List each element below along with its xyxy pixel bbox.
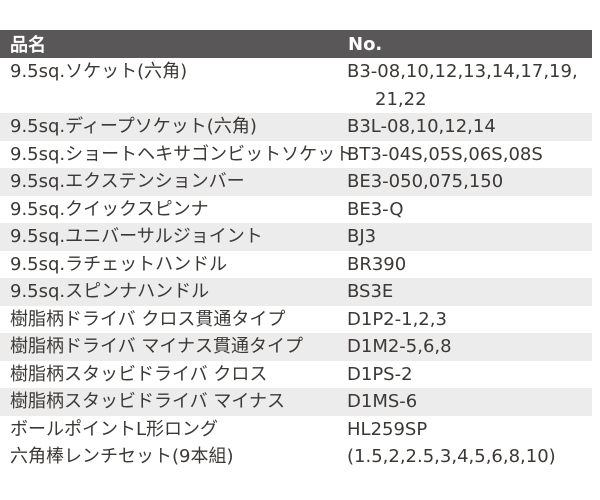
- product-name-cell: 9.5sq.エクステンションバー: [10, 171, 245, 192]
- header-part-no: No.: [348, 33, 383, 55]
- table-row: ボールポイントL形ロング HL259SP: [0, 416, 592, 444]
- product-name-cell: 樹脂柄ドライバ マイナス貫通タイプ: [10, 336, 303, 357]
- product-name-cell: 9.5sq.スピンナハンドル: [10, 281, 210, 302]
- table-row: 9.5sq.ショートヘキサゴンビットソケット BT3-04S,05S,06S,0…: [0, 141, 592, 169]
- product-name-cell: 樹脂柄スタッビドライバ マイナス: [10, 391, 286, 412]
- table-row: 9.5sq.エクステンションバー BE3-050,075,150: [0, 168, 592, 196]
- table-row: 9.5sq.ユニバーサルジョイント BJ3: [0, 223, 592, 251]
- part-no-cell: BE3-050,075,150: [347, 171, 504, 192]
- part-no-cell: B3-08,10,12,13,14,17,19, 21,22: [345, 58, 592, 113]
- part-no-line2: 21,22: [375, 88, 427, 110]
- part-no-cell: (1.5,2,2.5,3,4,5,6,8,10): [347, 446, 556, 467]
- part-no-cell: D1MS-6: [347, 391, 418, 412]
- part-no-cell: D1M2-5,6,8: [347, 336, 452, 357]
- table-row: 9.5sq.ラチェットハンドル BR390: [0, 251, 592, 279]
- part-no-cell: BT3-04S,05S,06S,08S: [347, 143, 543, 165]
- product-name-cell: 9.5sq.ショートヘキサゴンビットソケット: [10, 143, 354, 165]
- part-no-cell: BS3E: [347, 281, 394, 302]
- table-row: 9.5sq.スピンナハンドル BS3E: [0, 278, 592, 306]
- table-header-row: 品名 No.: [0, 30, 592, 58]
- product-name-cell: 9.5sq.ディープソケット(六角): [10, 116, 257, 137]
- table-row: 樹脂柄スタッビドライバ マイナス D1MS-6: [0, 388, 592, 416]
- product-name-cell: ボールポイントL形ロング: [10, 418, 219, 440]
- parts-spec-table: 品名 No. 9.5sq.ソケット(六角) B3-08,10,12,13,14,…: [0, 30, 592, 471]
- part-no-cell: B3L-08,10,12,14: [347, 116, 496, 137]
- part-no-cell: D1PS-2: [347, 363, 413, 385]
- table-row: 9.5sq.ソケット(六角) B3-08,10,12,13,14,17,19, 2…: [0, 58, 592, 113]
- table-row: 六角棒レンチセット(9本組) (1.5,2,2.5,3,4,5,6,8,10): [0, 443, 592, 471]
- table-row: 9.5sq.ディープソケット(六角) B3L-08,10,12,14: [0, 113, 592, 141]
- product-name-cell: 9.5sq.ユニバーサルジョイント: [10, 226, 263, 247]
- part-no-cell: BE3-Q: [347, 198, 404, 220]
- product-name-cell: 樹脂柄ドライバ クロス貫通タイプ: [10, 308, 286, 330]
- part-no-cell: BJ3: [347, 226, 377, 247]
- header-product-name: 品名: [10, 35, 46, 56]
- part-no-line1: B3-08,10,12,13,14,17,19,: [347, 61, 578, 82]
- product-name-cell: 樹脂柄スタッビドライバ クロス: [10, 363, 268, 385]
- table-row: 樹脂柄ドライバ クロス貫通タイプ D1P2-1,2,3: [0, 306, 592, 334]
- product-name-cell: 9.5sq.ソケット(六角): [10, 61, 188, 82]
- product-name-cell: 9.5sq.ラチェットハンドル: [10, 253, 228, 275]
- table-row: 樹脂柄ドライバ マイナス貫通タイプ D1M2-5,6,8: [0, 333, 592, 361]
- product-name-cell: 六角棒レンチセット(9本組): [10, 446, 234, 467]
- part-no-cell: D1P2-1,2,3: [347, 308, 447, 330]
- part-no-cell: HL259SP: [347, 418, 428, 440]
- part-no-cell: BR390: [347, 253, 407, 275]
- product-name-cell: 9.5sq.クイックスピンナ: [10, 198, 209, 220]
- table-row: 樹脂柄スタッビドライバ クロス D1PS-2: [0, 361, 592, 389]
- table-row: 9.5sq.クイックスピンナ BE3-Q: [0, 196, 592, 224]
